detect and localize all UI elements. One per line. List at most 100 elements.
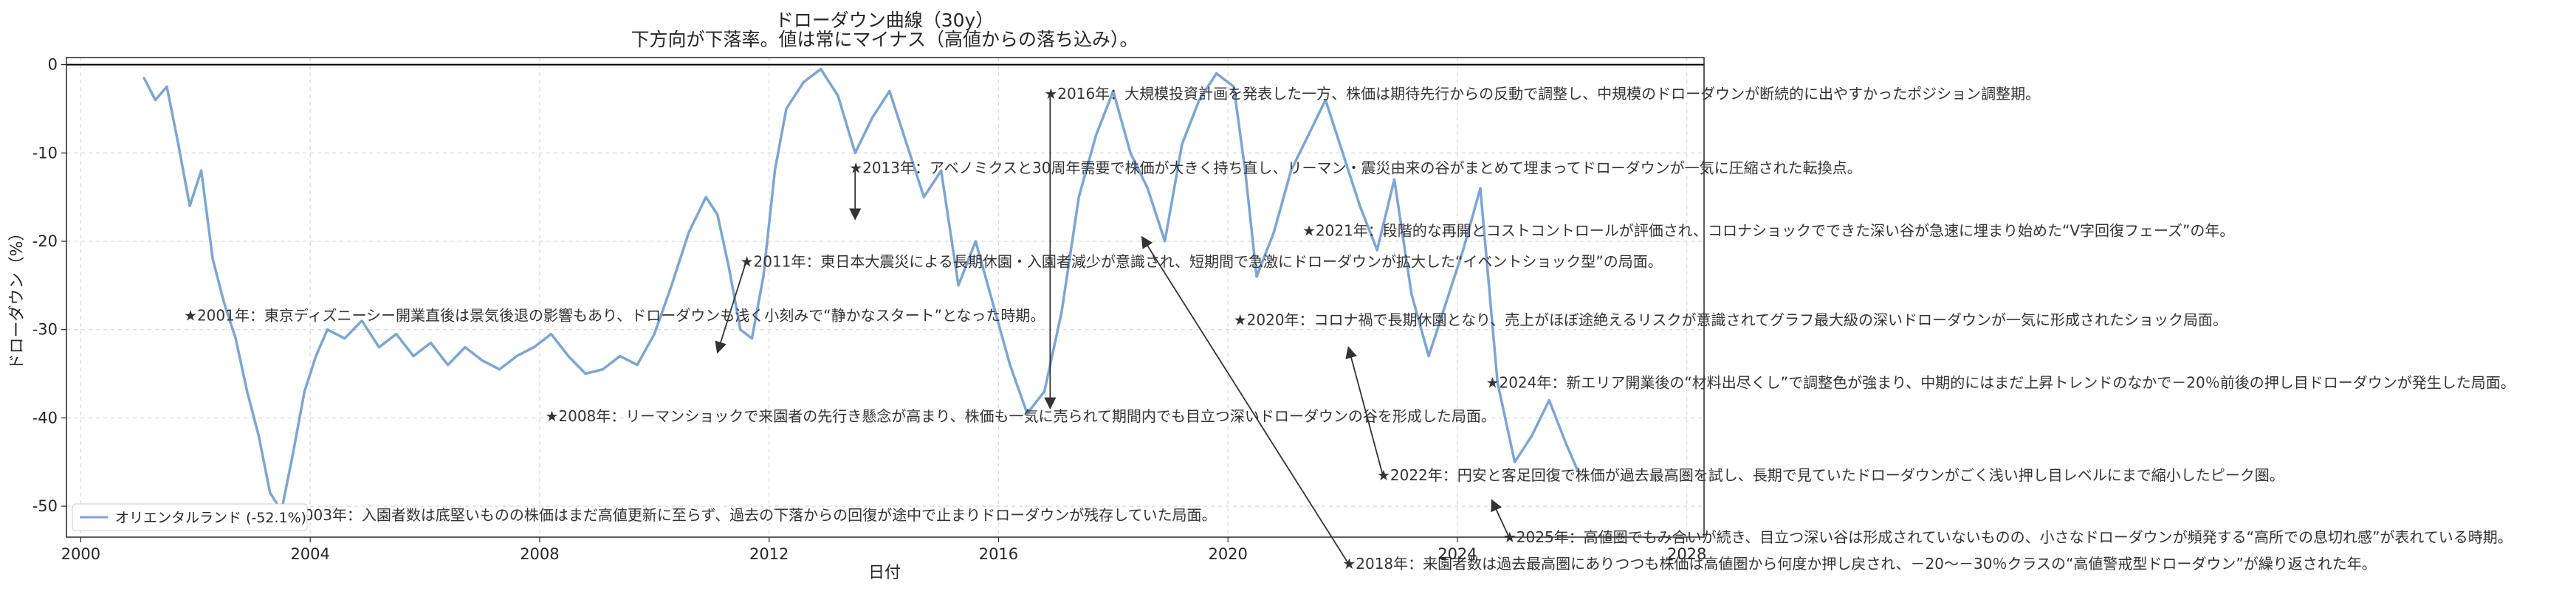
data-point bbox=[1095, 134, 1097, 136]
data-point bbox=[142, 77, 145, 79]
data-point bbox=[1244, 169, 1246, 172]
data-point bbox=[395, 333, 398, 336]
data-point bbox=[1009, 364, 1011, 367]
x-tick-label: 2004 bbox=[290, 545, 329, 563]
data-point bbox=[343, 337, 346, 340]
data-point bbox=[802, 81, 805, 83]
data-point bbox=[464, 346, 467, 349]
data-point bbox=[223, 302, 226, 305]
data-point bbox=[1444, 302, 1447, 305]
data-point bbox=[257, 434, 260, 437]
series-layer bbox=[142, 67, 1579, 512]
data-point bbox=[1479, 187, 1482, 190]
data-point bbox=[1548, 399, 1550, 401]
x-tick-label: 2020 bbox=[1208, 545, 1247, 563]
series-line bbox=[142, 67, 1579, 512]
data-point bbox=[1198, 99, 1201, 101]
annotation-arrow bbox=[1345, 346, 1384, 476]
data-point bbox=[1359, 204, 1361, 207]
chart-subtitle: 下方向が下落率。値は常にマイナス（高値からの落ち込み）。 bbox=[631, 29, 1138, 50]
x-tick-label: 2028 bbox=[1667, 545, 1706, 563]
data-point bbox=[1026, 412, 1028, 415]
annotation-label: ★2016年：大規模投資計画を発表した一方、株価は期待先行からの反動で調整し、中… bbox=[1044, 85, 2040, 103]
data-point bbox=[498, 368, 501, 371]
data-point bbox=[853, 151, 856, 154]
annotation-label: ★2022年：円安と客足回復で株価が過去最高圏を試し、長期で見ていたドローダウン… bbox=[1377, 466, 2284, 484]
data-point bbox=[1427, 355, 1430, 358]
data-point bbox=[1375, 249, 1378, 252]
annotation-label: ★2013年：アベノミクスと30周年需要で株価が大きく持ち直し、リーマン・震災由… bbox=[849, 159, 1861, 177]
data-point bbox=[687, 231, 690, 234]
data-point bbox=[1324, 99, 1327, 101]
data-point bbox=[1290, 169, 1293, 172]
data-point bbox=[360, 319, 363, 322]
x-tick-label: 2016 bbox=[979, 545, 1018, 563]
data-point bbox=[670, 284, 673, 287]
plot-frame bbox=[66, 57, 1705, 538]
x-axis-title: 日付 bbox=[868, 564, 901, 582]
data-point bbox=[992, 302, 995, 305]
data-point bbox=[584, 373, 587, 375]
data-point bbox=[412, 355, 415, 358]
data-point bbox=[619, 355, 622, 358]
data-point bbox=[837, 94, 839, 97]
data-point bbox=[957, 284, 960, 287]
legend-box bbox=[72, 503, 308, 531]
data-point bbox=[1496, 381, 1499, 384]
annotation-label: ★2001年：東京ディズニーシー開業直後は景気後退の影響もあり、ドローダウンも浅… bbox=[184, 307, 1045, 325]
data-point bbox=[1112, 90, 1115, 92]
y-tick-label: -10 bbox=[32, 144, 58, 162]
data-point bbox=[601, 368, 604, 371]
data-point bbox=[1462, 249, 1465, 252]
y-tick-label: -50 bbox=[32, 497, 58, 515]
annotation-label: ★2025年：高値圏でもみ合いが続き、目立つ深い谷は形成されていないものの、小さ… bbox=[1503, 528, 2513, 546]
grid bbox=[66, 58, 1704, 537]
data-point bbox=[785, 107, 788, 110]
y-tick-label: -20 bbox=[32, 232, 58, 250]
annotation-label: ★2021年：段階的な再開とコストコントロールが評価され、コロナショックでできた… bbox=[1302, 222, 2234, 240]
annotation-arrow bbox=[1491, 499, 1510, 538]
data-point bbox=[429, 342, 432, 345]
data-point bbox=[550, 333, 552, 336]
data-point bbox=[377, 346, 380, 349]
data-point bbox=[1232, 86, 1235, 88]
data-point bbox=[888, 90, 891, 92]
x-tick-label: 2000 bbox=[61, 545, 100, 563]
x-tick-label: 2012 bbox=[749, 545, 789, 563]
data-point bbox=[1043, 390, 1046, 393]
data-point bbox=[974, 240, 977, 243]
data-point bbox=[211, 258, 214, 260]
y-tick-label: -30 bbox=[32, 321, 58, 339]
data-point bbox=[1410, 293, 1413, 296]
data-point bbox=[154, 99, 157, 101]
data-point bbox=[1215, 72, 1218, 75]
annotation-label: ★2008年：リーマンショックで来園者の先行き懸念が高まり、株価も一気に売られて… bbox=[545, 407, 1495, 425]
data-point bbox=[1272, 231, 1275, 234]
data-point bbox=[1255, 275, 1258, 278]
data-point bbox=[234, 337, 237, 340]
data-point bbox=[1077, 196, 1080, 198]
data-point bbox=[820, 68, 822, 71]
data-point bbox=[1565, 443, 1567, 446]
data-point bbox=[481, 359, 484, 362]
data-point bbox=[704, 196, 707, 198]
legend: オリエンタルランド (-52.1%) bbox=[72, 503, 308, 531]
data-point bbox=[1146, 187, 1149, 190]
annotation-label: ★2024年：新エリア開業後の“材料出尽くし”で調整色が強まり、中期的にはまだ上… bbox=[1486, 374, 2515, 392]
data-point bbox=[269, 491, 272, 494]
data-point bbox=[165, 86, 168, 88]
annotation-label: ★2003年：入園者数は底堅いものの株価はまだ高値更新に至らず、過去の下落からの… bbox=[281, 506, 1216, 524]
data-point bbox=[750, 337, 753, 340]
data-point bbox=[315, 355, 317, 358]
data-point bbox=[292, 452, 295, 455]
chart-title: ドローダウン曲線（30y） bbox=[775, 10, 995, 31]
y-tick-label: 0 bbox=[48, 56, 58, 74]
data-point bbox=[653, 333, 656, 336]
data-point bbox=[636, 364, 639, 367]
data-point bbox=[1181, 142, 1184, 145]
data-point bbox=[739, 328, 742, 331]
data-point bbox=[716, 213, 719, 216]
axis-ticks: 2000 2004 2008 2012 2016 2020 2024 2028 0 -10 -20 -… bbox=[32, 56, 1707, 563]
legend-label: オリエンタルランド (-52.1%) bbox=[115, 510, 306, 526]
data-point bbox=[1307, 134, 1310, 136]
